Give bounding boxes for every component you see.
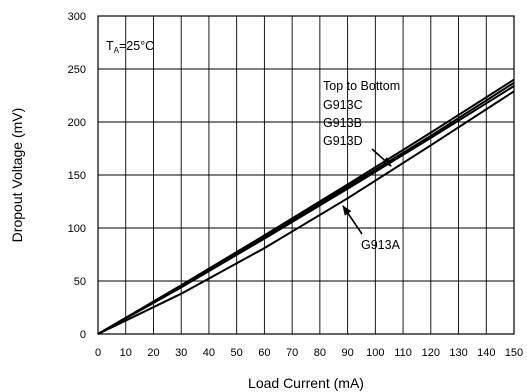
series-line-g913a — [97, 90, 515, 335]
x-tick-label: 0 — [95, 347, 101, 359]
y-tick-label: 100 — [68, 223, 86, 235]
x-tick-label: 30 — [175, 347, 187, 359]
annotation-series-2: G913B — [323, 116, 362, 130]
x-tick-labels: 0 10 20 30 40 50 60 70 80 90 100 110 120 130 140 150 — [95, 347, 523, 359]
temperature-condition: TA=25°C — [106, 39, 154, 55]
annotation-arrow-g913a — [342, 205, 363, 235]
x-tick-label: 140 — [477, 347, 495, 359]
y-tick-label: 250 — [68, 64, 86, 76]
annotation-series-1: G913C — [323, 98, 363, 112]
x-tick-label: 130 — [449, 347, 467, 359]
x-tick-label: 80 — [314, 347, 326, 359]
condition-subscript: A — [114, 46, 120, 55]
y-tick-label: 200 — [68, 117, 86, 129]
x-axis-title: Load Current (mA) — [248, 375, 364, 391]
annotation-arrow-top — [371, 148, 392, 167]
x-tick-label: 60 — [258, 347, 270, 359]
y-tick-labels: 0 50 100 150 200 250 300 — [68, 11, 86, 341]
x-tick-label: 100 — [366, 347, 384, 359]
x-tick-label: 20 — [147, 347, 159, 359]
y-axis-title: Dropout Voltage (mV) — [9, 108, 25, 243]
x-tick-label: 40 — [203, 347, 215, 359]
x-tick-label: 70 — [286, 347, 298, 359]
series-line-g913d — [97, 85, 515, 335]
condition-symbol: T — [106, 39, 114, 53]
annotation-top-to-bottom: Top to Bottom — [323, 79, 400, 93]
condition-value: =25°C — [119, 39, 154, 53]
y-tick-label: 0 — [80, 329, 86, 341]
x-tick-label: 50 — [231, 347, 243, 359]
x-tick-label: 90 — [341, 347, 353, 359]
grid-lines — [98, 16, 514, 334]
x-tick-label: 120 — [422, 347, 440, 359]
annotation-g913a: G913A — [361, 238, 401, 252]
y-tick-label: 150 — [68, 170, 86, 182]
plot-frame — [97, 15, 515, 335]
x-tick-label: 10 — [120, 347, 132, 359]
series-lines — [97, 78, 515, 335]
y-tick-label: 300 — [68, 11, 86, 23]
x-tick-label: 110 — [394, 347, 412, 359]
y-tick-label: 50 — [74, 276, 86, 288]
annotation-series-3: G913D — [323, 134, 363, 148]
x-tick-label: 150 — [505, 347, 523, 359]
